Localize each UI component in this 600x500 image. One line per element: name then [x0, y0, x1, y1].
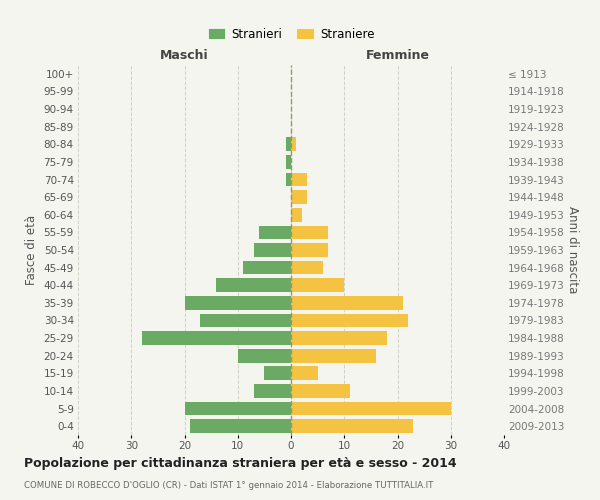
- Y-axis label: Fasce di età: Fasce di età: [25, 215, 38, 285]
- Bar: [291, 366, 317, 380]
- Bar: [291, 349, 376, 362]
- Bar: [265, 366, 291, 380]
- Bar: [291, 260, 323, 274]
- Bar: [291, 226, 328, 239]
- Bar: [291, 331, 387, 345]
- Bar: [291, 402, 451, 415]
- Bar: [254, 384, 291, 398]
- Bar: [238, 349, 291, 362]
- Bar: [291, 420, 413, 433]
- Legend: Stranieri, Straniere: Stranieri, Straniere: [203, 23, 379, 45]
- Bar: [291, 138, 296, 151]
- Bar: [291, 314, 408, 328]
- Bar: [291, 243, 328, 257]
- Text: Popolazione per cittadinanza straniera per età e sesso - 2014: Popolazione per cittadinanza straniera p…: [24, 458, 457, 470]
- Bar: [185, 402, 291, 415]
- Bar: [243, 260, 291, 274]
- Bar: [291, 172, 307, 186]
- Bar: [291, 208, 302, 222]
- Bar: [291, 384, 350, 398]
- Bar: [259, 226, 291, 239]
- Bar: [291, 190, 307, 204]
- Bar: [142, 331, 291, 345]
- Bar: [286, 155, 291, 169]
- Text: Femmine: Femmine: [365, 50, 430, 62]
- Bar: [286, 138, 291, 151]
- Bar: [291, 296, 403, 310]
- Bar: [254, 243, 291, 257]
- Text: COMUNE DI ROBECCO D'OGLIO (CR) - Dati ISTAT 1° gennaio 2014 - Elaborazione TUTTI: COMUNE DI ROBECCO D'OGLIO (CR) - Dati IS…: [24, 481, 433, 490]
- Bar: [217, 278, 291, 292]
- Bar: [286, 172, 291, 186]
- Bar: [200, 314, 291, 328]
- Text: Maschi: Maschi: [160, 50, 209, 62]
- Y-axis label: Anni di nascita: Anni di nascita: [566, 206, 579, 294]
- Bar: [185, 296, 291, 310]
- Bar: [190, 420, 291, 433]
- Bar: [291, 278, 344, 292]
